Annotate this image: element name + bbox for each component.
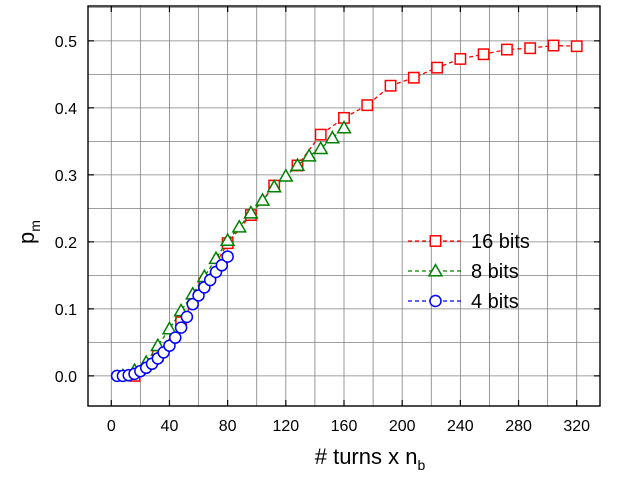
x-tick-label: 120 [272,418,299,435]
y-tick-label: 0.1 [55,302,77,319]
data-point [289,157,306,172]
series-8-bits [115,120,352,382]
x-tick-label: 80 [219,418,237,435]
data-point [180,310,194,324]
legend-item: 4 bits [408,291,519,313]
data-point [547,39,560,52]
data-point [219,232,236,247]
data-point [254,192,271,206]
data-point [174,321,188,334]
legend-item: 16 bits [408,231,530,253]
data-point [324,130,341,144]
y-tick-label: 0.5 [55,34,77,51]
data-point [231,219,247,233]
axes: 0 40 80 120 160 200 240 280 320 0.0 0.1 0.2 0.3 0.4 0.… [55,5,601,435]
data-point [454,52,467,65]
legend-label: 4 bits [471,291,519,313]
data-point [431,61,444,74]
legend: 16 bits 8 bits 4 bits [408,231,530,313]
y-tick-label: 0.0 [55,369,77,386]
legend-label: 16 bits [471,231,530,253]
data-point [314,128,327,141]
y-tick-label: 0.4 [55,101,77,118]
x-tick-label: 160 [331,418,358,435]
data-point [313,140,329,155]
data-point [336,120,352,134]
series-line [122,127,345,377]
x-tick-label: 200 [389,418,416,435]
y-tick-label: 0.2 [55,235,77,252]
data-point [278,168,294,182]
x-tick-label: 280 [505,418,532,435]
legend-marker [427,263,444,277]
legend-label: 8 bits [471,261,519,283]
x-tick-label: 320 [563,418,590,435]
y-tick-label: 0.3 [55,168,77,185]
series-4-bits [110,250,234,383]
data-point [384,79,397,92]
data-point [161,321,178,335]
data-point [221,250,234,263]
series-layer [110,39,583,383]
data-point [361,99,374,112]
x-tick-label: 40 [161,418,179,435]
data-point [266,178,282,193]
data-point [186,297,199,311]
data-point [500,43,513,56]
series-line [134,44,577,377]
data-point [169,331,182,344]
y-axis-title: pm [14,220,43,244]
data-point [570,40,583,53]
x-tick-label: 240 [447,418,474,435]
x-tick-label: 0 [107,418,116,435]
series-16-bits [128,39,583,382]
x-axis-title: # turns x nb [315,444,426,473]
legend-marker [429,235,442,247]
data-point [215,259,229,272]
data-point [477,48,490,61]
legend-marker [429,294,442,308]
data-point [524,42,537,55]
legend-item: 8 bits [408,261,519,283]
data-point [243,205,259,219]
data-point [407,71,420,84]
data-point [301,148,317,162]
